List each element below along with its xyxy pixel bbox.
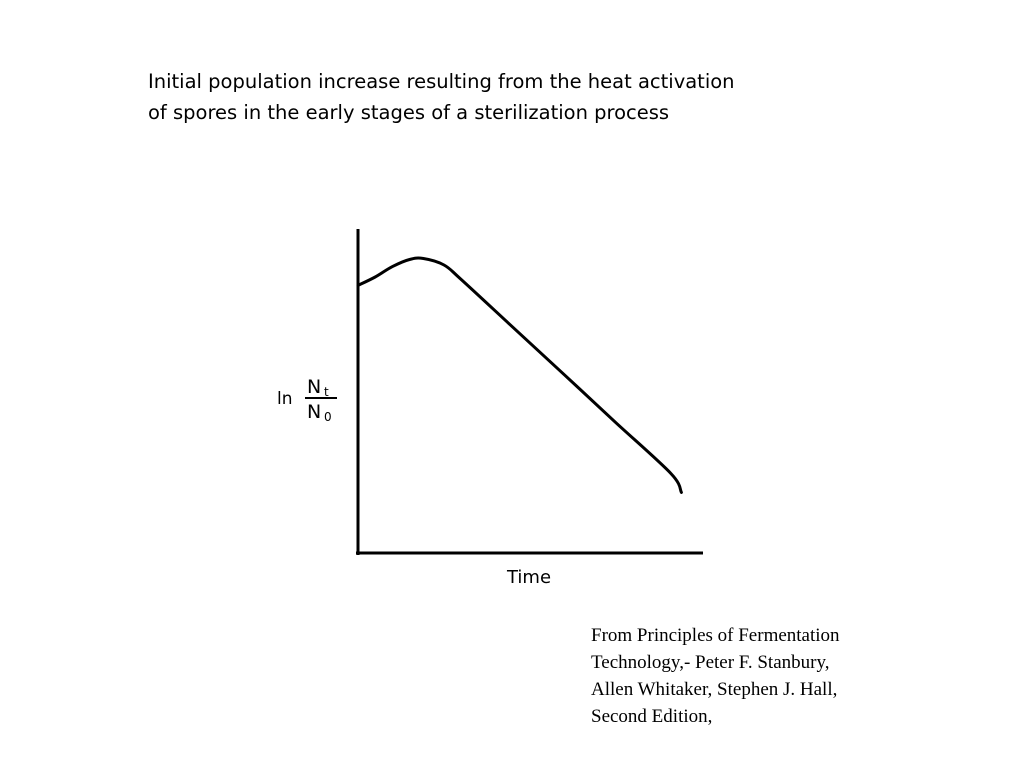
source-citation-line-1: From Principles of Fermentation — [591, 625, 840, 646]
x-axis-label: Time — [506, 567, 551, 588]
y-axis-label-prefix: ln — [277, 389, 293, 409]
source-citation-line-3: Allen Whitaker, Stephen J. Hall, — [591, 679, 838, 700]
y-axis-label-denominator: N — [307, 401, 321, 423]
y-axis-label: ln N t N 0 — [277, 376, 337, 424]
y-axis-label-numerator: N — [307, 376, 321, 398]
slide-title-line-1: Initial population increase resulting fr… — [148, 70, 735, 93]
activation-death-curve-line — [356, 256, 683, 494]
y-axis-label-denominator-subscript: 0 — [324, 410, 332, 424]
slide-title: Initial population increase resulting fr… — [148, 66, 848, 128]
y-axis-label-numerator-subscript: t — [324, 385, 329, 399]
source-citation: From Principles of Fermentation Technolo… — [591, 622, 991, 730]
slide-title-line-2: of spores in the early stages of a steri… — [148, 101, 670, 124]
source-citation-line-2: Technology,- Peter F. Stanbury, — [591, 652, 830, 673]
source-citation-line-4: Second Edition, — [591, 706, 713, 727]
